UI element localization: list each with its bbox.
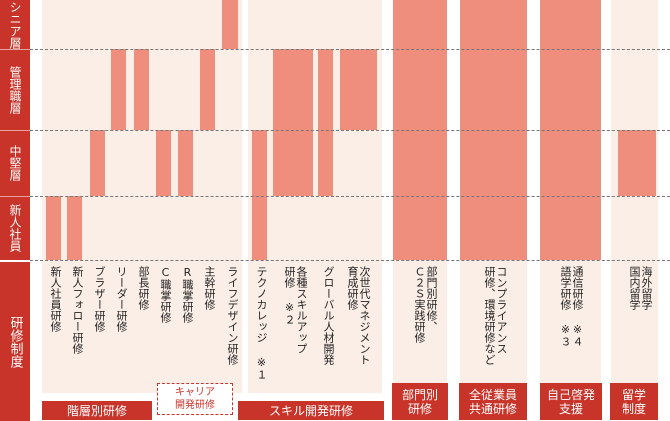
- program-level-bar: [200, 49, 215, 130]
- level-separator: [0, 196, 30, 197]
- program-label: C職掌研修: [159, 266, 172, 323]
- program-level-bar: [111, 49, 126, 130]
- program-label: 通信研修 ※４ 語学研修 ※３: [559, 266, 584, 347]
- program-level-bar: [156, 130, 171, 196]
- level-label: シニア層: [8, 0, 22, 49]
- level-separator: [0, 49, 30, 50]
- level-label: 管理職層: [8, 65, 22, 114]
- program-label: テクノカレッジ ※１: [255, 266, 268, 380]
- program-label: ライフデザイン研修: [226, 266, 239, 365]
- program-level-bar: [252, 130, 267, 260]
- category-label: スキル開発研修: [238, 401, 384, 420]
- program-level-bar: [134, 49, 149, 130]
- program-label: 新人フォロー研修: [71, 266, 84, 354]
- category-label: 自己啓発 支援: [540, 383, 602, 420]
- category-label: 留学 制度: [610, 383, 658, 420]
- category-label: 部門別 研修: [392, 383, 448, 420]
- program-label: 次世代マネジメント 育成研修: [346, 266, 371, 365]
- program-level-bar: [90, 130, 105, 196]
- program-level-bar: [222, 0, 238, 49]
- program-label: R職掌研修: [181, 266, 194, 323]
- program-label: 部門別研修、 Ｃ２Ｓ実践研修: [413, 266, 438, 343]
- program-label: 海外留学 国内留学: [628, 266, 653, 310]
- program-level-bar: [67, 196, 82, 260]
- program-label: 各種スキルアップ 研修 ※２: [283, 266, 308, 354]
- program-level-bar: [46, 196, 61, 260]
- level-separator: [0, 130, 30, 131]
- program-label: コンプライアンス 研修、環境研修など: [483, 266, 508, 365]
- program-label: 新人社員研修: [49, 266, 62, 332]
- category-label: 全従業員 共通研修: [459, 383, 527, 420]
- axis-label: 研修制度: [7, 315, 23, 368]
- program-level-bar: [273, 49, 313, 196]
- program-level-bar: [340, 49, 377, 130]
- program-level-bar: [178, 130, 193, 196]
- program-label: リーダー研修: [115, 266, 128, 332]
- program-level-bar: [318, 49, 333, 196]
- category-label: 階層別研修: [42, 401, 152, 420]
- level-divider: [30, 130, 670, 131]
- level-divider: [30, 49, 670, 50]
- level-divider: [30, 260, 670, 261]
- program-level-bar: [618, 130, 656, 196]
- category-label: キャリア 開発研修: [157, 383, 233, 415]
- program-label: グローバル人材開発: [322, 266, 335, 365]
- program-label: 主幹研修: [203, 266, 216, 310]
- program-label: 部長研修: [137, 266, 150, 310]
- level-label: 中堅層: [8, 145, 22, 181]
- level-label: 新人社員: [8, 204, 22, 252]
- program-label: ブラザー研修: [93, 266, 106, 332]
- level-divider: [30, 196, 670, 197]
- axis-label-background: [0, 262, 30, 421]
